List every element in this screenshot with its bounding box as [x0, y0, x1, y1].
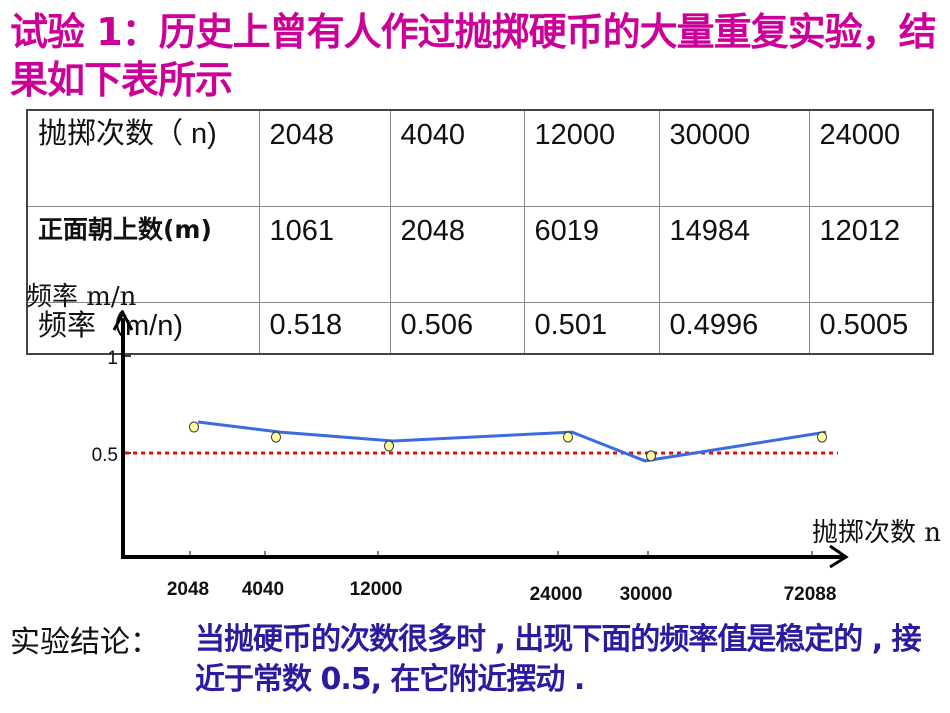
table-cell: 6019 — [523, 206, 660, 303]
table-cell: 0.4996 — [658, 302, 810, 355]
x-tick-label: 30000 — [620, 584, 673, 605]
frequency-line — [197, 420, 827, 463]
table-row-frequency: 频率（m/n) 0.518 0.506 0.501 0.4996 0.5005 — [26, 302, 934, 355]
row-header-text: 抛掷次数（ n) — [38, 118, 217, 150]
row-header-heads: 正面朝上数(m) — [26, 206, 260, 303]
x-tick-label: 12000 — [350, 579, 403, 600]
x-axis-label: 抛掷次数 n — [812, 518, 942, 548]
table-cell: 4040 — [389, 109, 525, 207]
data-point-marker — [817, 431, 827, 443]
table-row-heads: 正面朝上数(m) 1061 2048 6019 14984 12012 — [26, 206, 934, 303]
table-cell: 14984 — [658, 206, 810, 303]
table-row-throws: 抛掷次数（ n) 2048 4040 12000 30000 24000 — [26, 109, 934, 207]
table-cell: 2048 — [389, 206, 525, 303]
table-cell: 12000 — [523, 109, 660, 207]
x-tick-label: 2048 — [167, 579, 209, 600]
x-tick-label: 72088 — [784, 584, 837, 605]
page-title: 试验 1：历史上曾有人作过抛掷硬币的大量重复实验，结果如下表所示 — [10, 10, 937, 102]
row-header-text: 频率（m/n) — [38, 310, 184, 342]
x-ticks: 2048 4040 12000 24000 30000 72088 — [167, 551, 837, 605]
table-cell: 0.518 — [258, 302, 391, 355]
table-cell: 12012 — [808, 206, 934, 303]
data-point-marker — [563, 431, 573, 443]
y-tick-label: 0.5 — [92, 445, 118, 466]
row-header-text: 正面朝上数(m) — [38, 215, 212, 244]
row-header-throws: 抛掷次数（ n) — [26, 109, 260, 207]
x-tick-label: 24000 — [530, 584, 583, 605]
table-cell: 1061 — [258, 206, 391, 303]
x-tick-label: 4040 — [242, 579, 284, 600]
y-axis-label: 频率 m/n — [26, 282, 137, 312]
data-point-marker — [271, 431, 281, 443]
conclusion-text: 当抛硬币的次数很多时 , 出现下面的频率值是稳定的 , 接近于常数 0.5, 在… — [195, 622, 922, 697]
x-axis-arrow-icon — [829, 544, 849, 569]
conclusion-label: 实验结论： — [10, 625, 160, 660]
table-cell: 24000 — [808, 109, 934, 207]
data-point-marker — [384, 440, 394, 452]
table-cell: 0.501 — [523, 302, 660, 355]
data-point-marker — [646, 450, 656, 462]
data-markers — [189, 421, 827, 462]
frequency-polyline — [197, 420, 827, 463]
table-cell: 0.5005 — [808, 302, 934, 355]
results-table: 抛掷次数（ n) 2048 4040 12000 30000 24000 正面朝… — [26, 109, 934, 355]
row-header-frequency: 频率（m/n) — [26, 302, 260, 355]
data-point-marker — [189, 421, 199, 433]
table-cell: 0.506 — [389, 302, 525, 355]
table-cell: 30000 — [658, 109, 810, 207]
table-cell: 2048 — [258, 109, 391, 207]
